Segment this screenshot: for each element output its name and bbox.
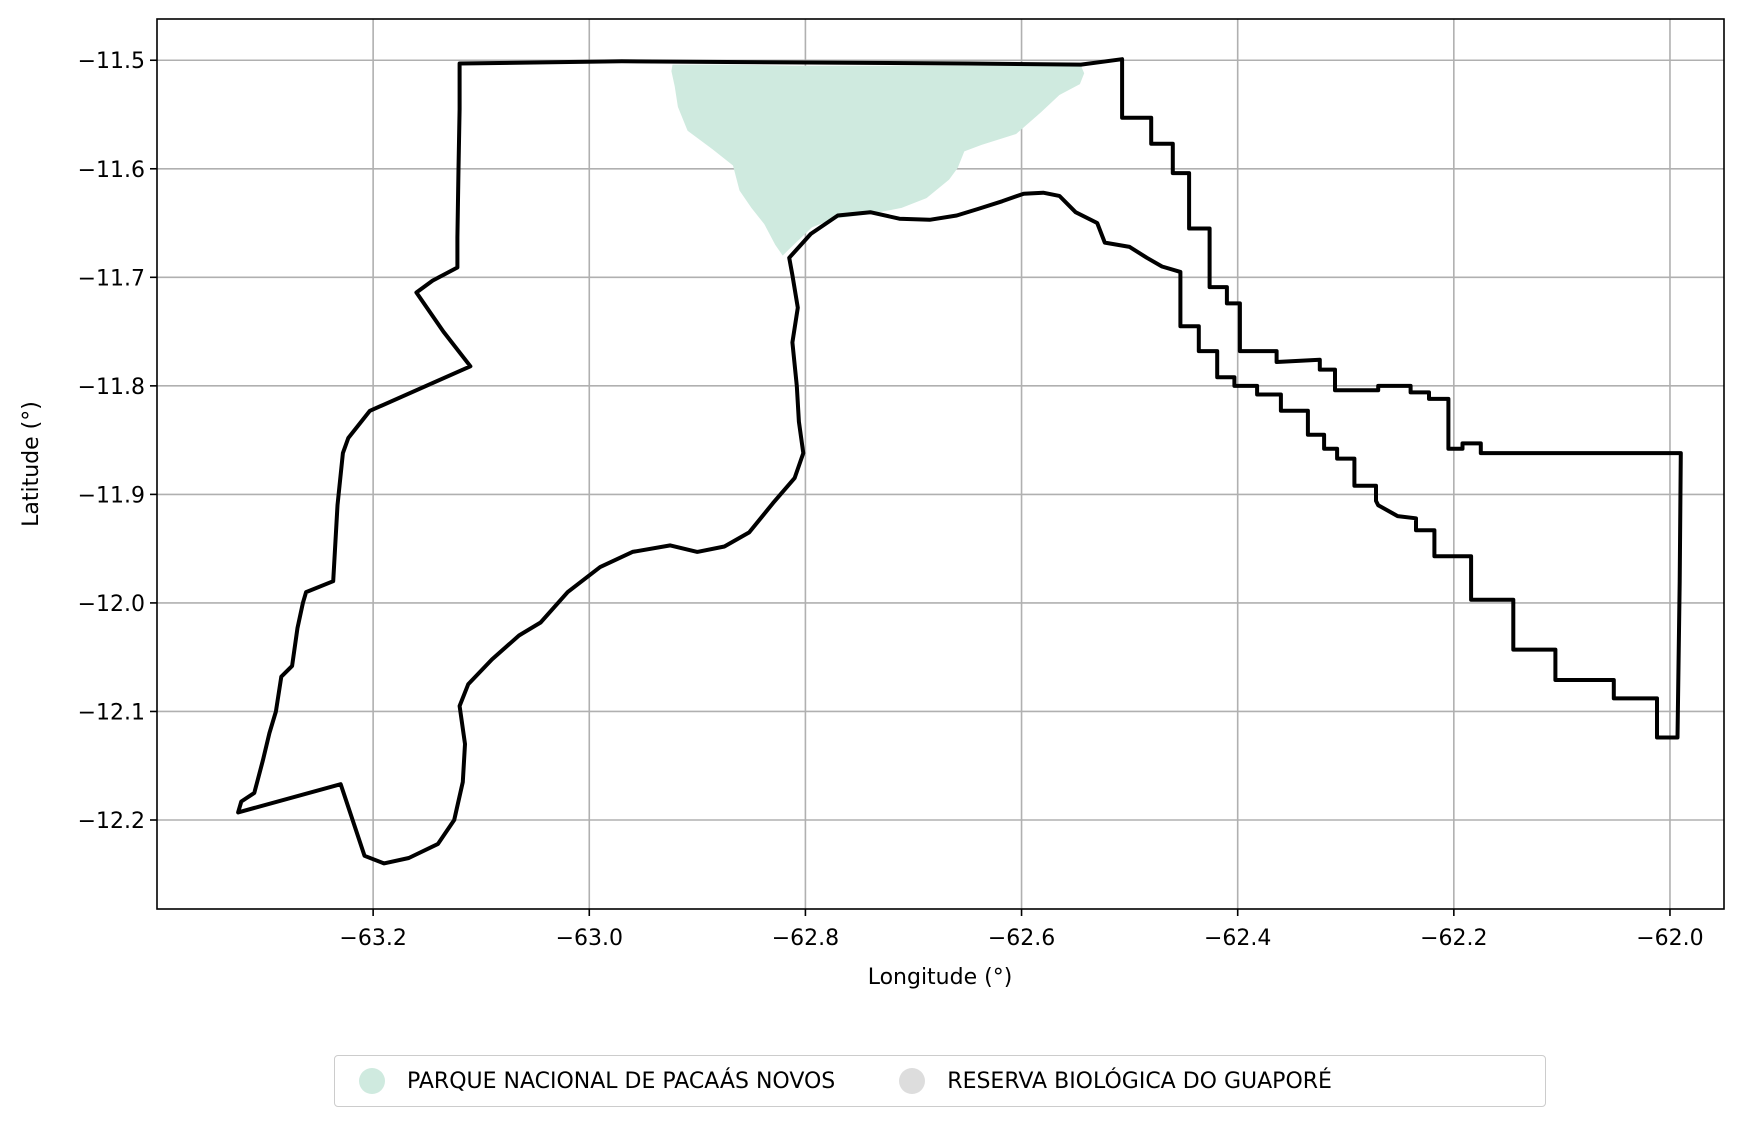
x-tick-label-0: −63.2	[339, 926, 406, 951]
grid	[157, 19, 1724, 909]
y-tick-label-6: −12.1	[78, 700, 145, 725]
legend-item-guapore: RESERVA BIOLÓGICA DO GUAPORÉ	[899, 1068, 1332, 1094]
x-tick-label-4: −62.4	[1204, 926, 1271, 951]
area-pacaas-novos	[671, 64, 1085, 256]
legend-item-pacaas-novos: PARQUE NACIONAL DE PACAÁS NOVOS	[359, 1068, 835, 1094]
y-tick-label-0: −11.5	[78, 49, 145, 74]
legend-marker-pacaas-novos	[359, 1068, 385, 1094]
legend-marker-guapore	[899, 1068, 926, 1094]
protected-areas	[236, 57, 1683, 866]
x-axis-title: Longitude (°)	[868, 965, 1013, 990]
y-tick-label-2: −11.7	[78, 266, 145, 291]
x-tick-label-6: −62.0	[1636, 926, 1703, 951]
y-tick-label-4: −11.9	[78, 483, 145, 508]
area-guapore-boundary	[236, 57, 1683, 866]
x-tick-label-3: −62.6	[988, 926, 1055, 951]
x-tick-label-1: −63.0	[556, 926, 623, 951]
plot-frame	[156, 18, 1725, 910]
x-tick-label-5: −62.2	[1420, 926, 1487, 951]
y-tick-label-1: −11.6	[78, 158, 145, 183]
legend: PARQUE NACIONAL DE PACAÁS NOVOS RESERVA …	[334, 1055, 1546, 1107]
y-tick-label-7: −12.2	[78, 809, 145, 834]
y-axis-title: Latitude (°)	[19, 401, 44, 527]
y-tick-label-5: −12.0	[78, 592, 145, 617]
x-tick-label-2: −62.8	[772, 926, 839, 951]
legend-label-pacaas-novos: PARQUE NACIONAL DE PACAÁS NOVOS	[407, 1068, 836, 1094]
legend-label-guapore: RESERVA BIOLÓGICA DO GUAPORÉ	[947, 1068, 1332, 1094]
axis-ticks: −63.2 −63.0 −62.8 −62.6 −62.4 −62.2 −62.0 −11.5…	[78, 49, 1704, 951]
y-tick-label-3: −11.8	[78, 375, 145, 400]
